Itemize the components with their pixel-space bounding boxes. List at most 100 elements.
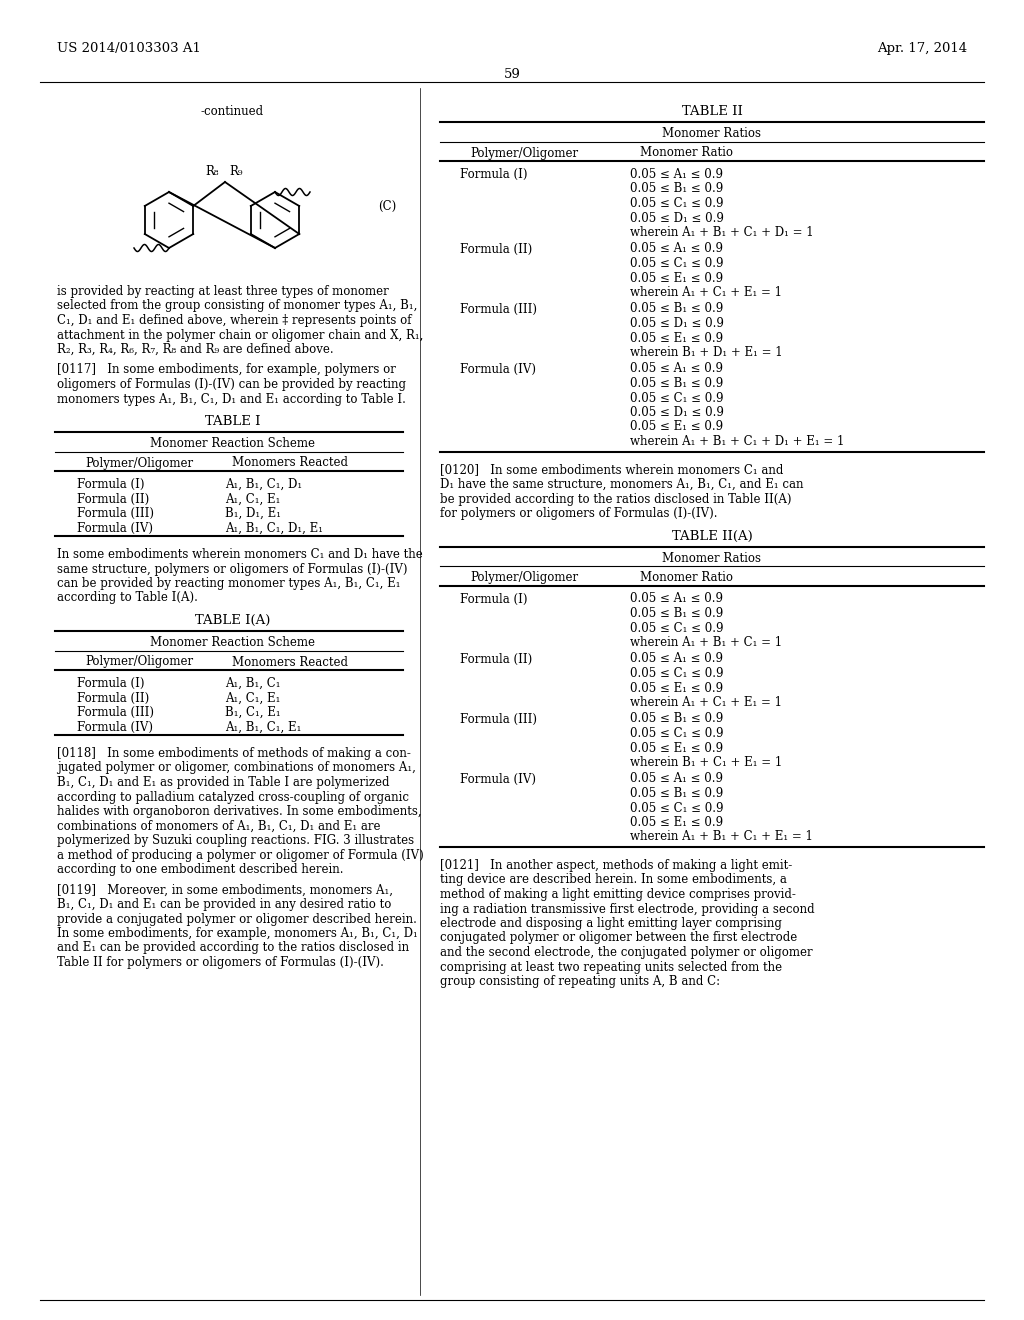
Text: US 2014/0103303 A1: US 2014/0103303 A1 — [57, 42, 201, 55]
Text: D₁ have the same structure, monomers A₁, B₁, C₁, and E₁ can: D₁ have the same structure, monomers A₁,… — [440, 478, 804, 491]
Text: 0.05 ≤ A₁ ≤ 0.9: 0.05 ≤ A₁ ≤ 0.9 — [630, 593, 723, 606]
Text: Formula (I): Formula (I) — [460, 168, 527, 181]
Text: 0.05 ≤ C₁ ≤ 0.9: 0.05 ≤ C₁ ≤ 0.9 — [630, 667, 724, 680]
Text: Monomers Reacted: Monomers Reacted — [232, 656, 348, 668]
Text: 0.05 ≤ E₁ ≤ 0.9: 0.05 ≤ E₁ ≤ 0.9 — [630, 272, 723, 285]
Text: Formula (IV): Formula (IV) — [77, 521, 153, 535]
Text: B₁, C₁, D₁ and E₁ can be provided in any desired ratio to: B₁, C₁, D₁ and E₁ can be provided in any… — [57, 898, 391, 911]
Text: 0.05 ≤ C₁ ≤ 0.9: 0.05 ≤ C₁ ≤ 0.9 — [630, 622, 724, 635]
Text: ing a radiation transmissive first electrode, providing a second: ing a radiation transmissive first elect… — [440, 903, 815, 916]
Text: 0.05 ≤ E₁ ≤ 0.9: 0.05 ≤ E₁ ≤ 0.9 — [630, 742, 723, 755]
Text: B₁, C₁, D₁ and E₁ as provided in Table I are polymerized: B₁, C₁, D₁ and E₁ as provided in Table I… — [57, 776, 389, 789]
Text: Polymer/Oligomer: Polymer/Oligomer — [470, 572, 579, 583]
Text: A₁, B₁, C₁, D₁: A₁, B₁, C₁, D₁ — [225, 478, 302, 491]
Text: Formula (II): Formula (II) — [460, 243, 532, 256]
Text: 0.05 ≤ C₁ ≤ 0.9: 0.05 ≤ C₁ ≤ 0.9 — [630, 392, 724, 404]
Text: a method of producing a polymer or oligomer of Formula (IV): a method of producing a polymer or oligo… — [57, 849, 424, 862]
Text: ting device are described herein. In some embodiments, a: ting device are described herein. In som… — [440, 874, 786, 887]
Text: 0.05 ≤ B₁ ≤ 0.9: 0.05 ≤ B₁ ≤ 0.9 — [630, 378, 723, 389]
Text: Formula (IV): Formula (IV) — [460, 363, 536, 375]
Text: wherein A₁ + B₁ + C₁ + E₁ = 1: wherein A₁ + B₁ + C₁ + E₁ = 1 — [630, 830, 813, 843]
Text: 0.05 ≤ C₁ ≤ 0.9: 0.05 ≤ C₁ ≤ 0.9 — [630, 801, 724, 814]
Text: Monomers Reacted: Monomers Reacted — [232, 457, 348, 470]
Text: Polymer/Oligomer: Polymer/Oligomer — [470, 147, 579, 160]
Text: 0.05 ≤ C₁ ≤ 0.9: 0.05 ≤ C₁ ≤ 0.9 — [630, 197, 724, 210]
Text: wherein B₁ + C₁ + E₁ = 1: wherein B₁ + C₁ + E₁ = 1 — [630, 756, 782, 770]
Text: 59: 59 — [504, 69, 520, 81]
Text: 0.05 ≤ A₁ ≤ 0.9: 0.05 ≤ A₁ ≤ 0.9 — [630, 772, 723, 785]
Text: 0.05 ≤ B₁ ≤ 0.9: 0.05 ≤ B₁ ≤ 0.9 — [630, 182, 723, 195]
Text: Polymer/Oligomer: Polymer/Oligomer — [85, 656, 194, 668]
Text: for polymers or oligomers of Formulas (I)-(IV).: for polymers or oligomers of Formulas (I… — [440, 507, 718, 520]
Text: 0.05 ≤ E₁ ≤ 0.9: 0.05 ≤ E₁ ≤ 0.9 — [630, 816, 723, 829]
Text: method of making a light emitting device comprises provid-: method of making a light emitting device… — [440, 888, 796, 902]
Text: Formula (II): Formula (II) — [77, 492, 150, 506]
Text: can be provided by reacting monomer types A₁, B₁, C₁, E₁: can be provided by reacting monomer type… — [57, 577, 400, 590]
Text: is provided by reacting at least three types of monomer: is provided by reacting at least three t… — [57, 285, 389, 298]
Text: combinations of monomers of A₁, B₁, C₁, D₁ and E₁ are: combinations of monomers of A₁, B₁, C₁, … — [57, 820, 381, 833]
Text: A₁, B₁, C₁, E₁: A₁, B₁, C₁, E₁ — [225, 721, 301, 734]
Text: wherein A₁ + C₁ + E₁ = 1: wherein A₁ + C₁ + E₁ = 1 — [630, 696, 782, 709]
Text: -continued: -continued — [201, 106, 264, 117]
Text: [0119]   Moreover, in some embodiments, monomers A₁,: [0119] Moreover, in some embodiments, mo… — [57, 883, 393, 896]
Text: Monomer Reaction Scheme: Monomer Reaction Scheme — [150, 636, 315, 649]
Text: Formula (I): Formula (I) — [77, 677, 144, 690]
Text: Formula (III): Formula (III) — [460, 302, 537, 315]
Text: 0.05 ≤ D₁ ≤ 0.9: 0.05 ≤ D₁ ≤ 0.9 — [630, 407, 724, 418]
Text: wherein A₁ + B₁ + C₁ + D₁ = 1: wherein A₁ + B₁ + C₁ + D₁ = 1 — [630, 226, 814, 239]
Text: 0.05 ≤ B₁ ≤ 0.9: 0.05 ≤ B₁ ≤ 0.9 — [630, 302, 723, 315]
Text: Table II for polymers or oligomers of Formulas (I)-(IV).: Table II for polymers or oligomers of Fo… — [57, 956, 384, 969]
Text: wherein A₁ + B₁ + C₁ + D₁ + E₁ = 1: wherein A₁ + B₁ + C₁ + D₁ + E₁ = 1 — [630, 436, 845, 447]
Text: Monomer Ratios: Monomer Ratios — [663, 552, 762, 565]
Text: (C): (C) — [378, 201, 396, 213]
Text: TABLE II: TABLE II — [682, 106, 742, 117]
Text: 0.05 ≤ A₁ ≤ 0.9: 0.05 ≤ A₁ ≤ 0.9 — [630, 363, 723, 375]
Text: B₁, D₁, E₁: B₁, D₁, E₁ — [225, 507, 281, 520]
Text: Monomer Ratio: Monomer Ratio — [640, 572, 733, 583]
Text: wherein B₁ + D₁ + E₁ = 1: wherein B₁ + D₁ + E₁ = 1 — [630, 346, 782, 359]
Text: provide a conjugated polymer or oligomer described herein.: provide a conjugated polymer or oligomer… — [57, 912, 417, 925]
Text: wherein A₁ + C₁ + E₁ = 1: wherein A₁ + C₁ + E₁ = 1 — [630, 286, 782, 300]
Text: B₁, C₁, E₁: B₁, C₁, E₁ — [225, 706, 281, 719]
Text: according to Table I(A).: according to Table I(A). — [57, 591, 198, 605]
Text: Formula (II): Formula (II) — [77, 692, 150, 705]
Text: jugated polymer or oligomer, combinations of monomers A₁,: jugated polymer or oligomer, combination… — [57, 762, 416, 775]
Text: Apr. 17, 2014: Apr. 17, 2014 — [877, 42, 967, 55]
Text: conjugated polymer or oligomer between the first electrode: conjugated polymer or oligomer between t… — [440, 932, 798, 945]
Text: In some embodiments wherein monomers C₁ and D₁ have the: In some embodiments wherein monomers C₁ … — [57, 548, 423, 561]
Text: 0.05 ≤ B₁ ≤ 0.9: 0.05 ≤ B₁ ≤ 0.9 — [630, 787, 723, 800]
Text: A₁, C₁, E₁: A₁, C₁, E₁ — [225, 492, 281, 506]
Text: TABLE I(A): TABLE I(A) — [195, 614, 270, 627]
Text: 0.05 ≤ A₁ ≤ 0.9: 0.05 ≤ A₁ ≤ 0.9 — [630, 652, 723, 665]
Text: group consisting of repeating units A, B and C:: group consisting of repeating units A, B… — [440, 975, 720, 987]
Text: 0.05 ≤ E₁ ≤ 0.9: 0.05 ≤ E₁ ≤ 0.9 — [630, 331, 723, 345]
Text: according to one embodiment described herein.: according to one embodiment described he… — [57, 863, 343, 876]
Text: monomers types A₁, B₁, C₁, D₁ and E₁ according to Table I.: monomers types A₁, B₁, C₁, D₁ and E₁ acc… — [57, 392, 406, 405]
Text: R₉: R₉ — [229, 165, 243, 178]
Text: 0.05 ≤ C₁ ≤ 0.9: 0.05 ≤ C₁ ≤ 0.9 — [630, 727, 724, 741]
Text: 0.05 ≤ C₁ ≤ 0.9: 0.05 ≤ C₁ ≤ 0.9 — [630, 257, 724, 271]
Text: Formula (III): Formula (III) — [77, 507, 154, 520]
Text: be provided according to the ratios disclosed in Table II(A): be provided according to the ratios disc… — [440, 492, 792, 506]
Text: 0.05 ≤ E₁ ≤ 0.9: 0.05 ≤ E₁ ≤ 0.9 — [630, 681, 723, 694]
Text: Formula (IV): Formula (IV) — [460, 772, 536, 785]
Text: R₈: R₈ — [206, 165, 219, 178]
Text: halides with organoboron derivatives. In some embodiments,: halides with organoboron derivatives. In… — [57, 805, 422, 818]
Text: electrode and disposing a light emitting layer comprising: electrode and disposing a light emitting… — [440, 917, 782, 931]
Text: Monomer Ratio: Monomer Ratio — [640, 147, 733, 160]
Text: 0.05 ≤ B₁ ≤ 0.9: 0.05 ≤ B₁ ≤ 0.9 — [630, 607, 723, 620]
Text: Monomer Ratios: Monomer Ratios — [663, 127, 762, 140]
Text: R₂, R₃, R₄, R₆, R₇, R₈ and R₉ are defined above.: R₂, R₃, R₄, R₆, R₇, R₈ and R₉ are define… — [57, 343, 334, 356]
Text: A₁, B₁, C₁, D₁, E₁: A₁, B₁, C₁, D₁, E₁ — [225, 521, 323, 535]
Text: Formula (III): Formula (III) — [77, 706, 154, 719]
Text: Formula (II): Formula (II) — [460, 652, 532, 665]
Text: Formula (IV): Formula (IV) — [77, 721, 153, 734]
Text: Formula (I): Formula (I) — [77, 478, 144, 491]
Text: 0.05 ≤ A₁ ≤ 0.9: 0.05 ≤ A₁ ≤ 0.9 — [630, 168, 723, 181]
Text: and E₁ can be provided according to the ratios disclosed in: and E₁ can be provided according to the … — [57, 941, 410, 954]
Text: and the second electrode, the conjugated polymer or oligomer: and the second electrode, the conjugated… — [440, 946, 813, 960]
Text: TABLE I: TABLE I — [205, 414, 260, 428]
Text: TABLE II(A): TABLE II(A) — [672, 529, 753, 543]
Text: [0120]   In some embodiments wherein monomers C₁ and: [0120] In some embodiments wherein monom… — [440, 463, 783, 477]
Text: attachment in the polymer chain or oligomer chain and X, R₁,: attachment in the polymer chain or oligo… — [57, 329, 423, 342]
